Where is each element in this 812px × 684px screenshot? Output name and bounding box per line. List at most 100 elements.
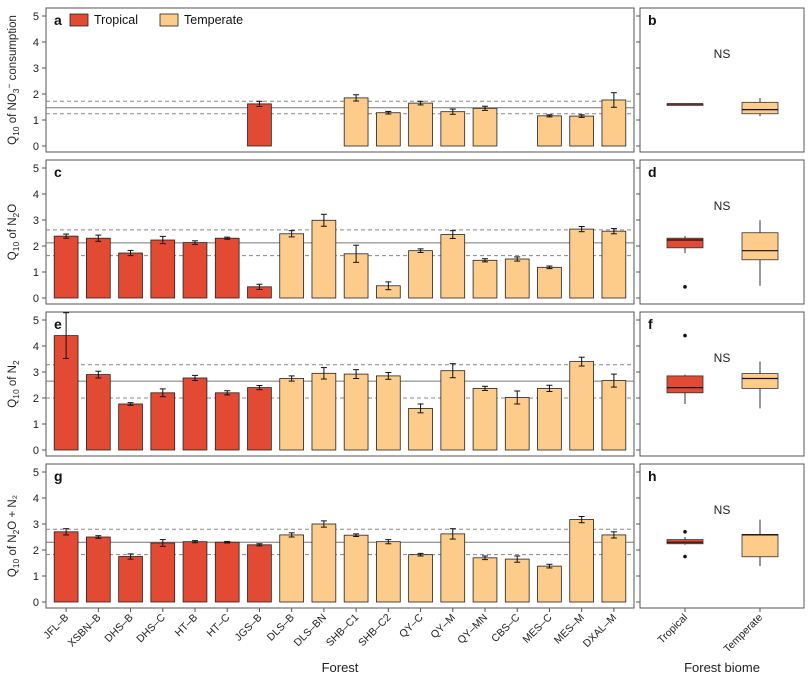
x-tick-label: DHS–C — [134, 611, 168, 645]
y-tick-label: 5 — [33, 467, 39, 479]
x-tick-label: HT–B — [173, 612, 200, 639]
legend-label-temperate: Temperate — [184, 13, 243, 27]
bar-panel-frame — [45, 311, 635, 457]
y-axis-label-part: consumption — [7, 15, 19, 83]
bar — [343, 97, 369, 147]
bar — [472, 259, 498, 299]
bar — [118, 403, 143, 451]
y-axis-label-part: of N — [7, 217, 19, 241]
box-panel-frame — [639, 311, 805, 457]
bar — [537, 266, 562, 299]
x-tick-label: DXAL–M — [581, 612, 619, 650]
y-axis-label: Q10 of N2O + N₂ — [7, 495, 21, 577]
x-tick-label: SHB–C2 — [356, 612, 393, 649]
bar — [311, 372, 337, 451]
bar — [150, 239, 176, 299]
bar — [182, 541, 208, 603]
bar — [408, 407, 433, 451]
panel-label: e — [54, 316, 62, 332]
panel-label: f — [648, 316, 653, 332]
panel-label: c — [54, 164, 62, 180]
bar — [53, 531, 79, 603]
legend-swatch-temperate — [159, 13, 179, 27]
bar — [440, 533, 466, 603]
box — [741, 373, 779, 389]
bar — [182, 377, 208, 451]
box-outlier — [683, 333, 687, 338]
x-tick-label: DLS–BN — [292, 612, 329, 649]
y-axis-label-part: 2 — [11, 360, 21, 365]
box-x-tick-label: Temperate — [722, 612, 766, 656]
box-outlier — [683, 285, 687, 289]
y-tick-label: 3 — [33, 367, 39, 379]
y-tick-label: 2 — [33, 89, 39, 101]
bar — [86, 374, 111, 451]
y-tick-label: 3 — [33, 519, 39, 531]
bar — [440, 234, 466, 299]
bar — [214, 541, 240, 603]
bar — [601, 380, 627, 451]
bar — [408, 250, 433, 299]
x-tick-label: QY–M — [428, 612, 458, 642]
bar — [472, 107, 498, 147]
x-tick-label: MES–C — [520, 611, 554, 645]
box — [741, 534, 779, 558]
bar — [182, 242, 208, 299]
y-axis-label: Q10 of N2 — [7, 360, 21, 408]
bar — [408, 554, 433, 603]
y-tick-label: 4 — [33, 189, 39, 201]
y-axis-label: Q10 of NO3− consumption — [4, 15, 21, 145]
bar — [504, 397, 530, 451]
x-tick-label: QY–MN — [455, 612, 490, 647]
bar — [569, 228, 594, 299]
y-axis-label-part: Q — [7, 251, 19, 260]
bar — [472, 387, 498, 451]
y-axis-label-part: 10 — [11, 126, 21, 136]
bar — [247, 544, 272, 603]
ns-label: NS — [714, 351, 731, 365]
y-axis-label-part: of N — [7, 534, 19, 558]
y-tick-label: 0 — [33, 141, 39, 153]
bar — [150, 392, 176, 451]
panel-label: h — [648, 468, 657, 484]
y-tick-label: 1 — [33, 419, 39, 431]
y-tick-label: 3 — [33, 63, 39, 75]
x-tick-label: JGS–B — [233, 612, 265, 644]
bar — [440, 370, 466, 451]
y-tick-label: 3 — [33, 215, 39, 227]
x-tick-label: SHB–C1 — [324, 612, 361, 649]
bar — [472, 557, 498, 603]
y-tick-label: 0 — [33, 597, 39, 609]
box-panel-frame — [639, 159, 805, 305]
bar — [214, 392, 240, 451]
bar — [279, 534, 304, 603]
y-tick-label: 1 — [33, 571, 39, 583]
y-axis-label-part: 2 — [11, 529, 21, 534]
y-tick-label: 5 — [33, 315, 39, 327]
ns-label: NS — [714, 47, 731, 61]
x-tick-label: HT–C — [204, 611, 232, 639]
bar — [343, 534, 369, 603]
y-tick-label: 1 — [33, 115, 39, 127]
legend-label-tropical: Tropical — [94, 13, 138, 27]
y-axis-label-part: 10 — [11, 389, 21, 399]
bar-panel-frame — [45, 463, 635, 609]
bar — [504, 258, 530, 299]
box — [666, 237, 704, 249]
y-tick-label: 2 — [33, 393, 39, 405]
x-tick-label: XSBN–B — [66, 612, 104, 650]
box-x-axis-title: Forest biome — [684, 660, 760, 675]
y-tick-label: 5 — [33, 11, 39, 23]
bar — [214, 237, 240, 299]
bar — [408, 102, 433, 147]
y-tick-label: 4 — [33, 341, 39, 353]
y-axis-label-part: 2 — [11, 212, 21, 217]
legend-swatch-tropical — [69, 13, 89, 27]
legend: Tropical Temperate — [69, 13, 243, 27]
bar — [537, 565, 562, 603]
bar — [504, 558, 530, 603]
y-axis-label-part: Q — [7, 568, 19, 577]
box-panel-frame — [639, 463, 805, 609]
y-axis-label-part: 3 — [11, 88, 21, 93]
